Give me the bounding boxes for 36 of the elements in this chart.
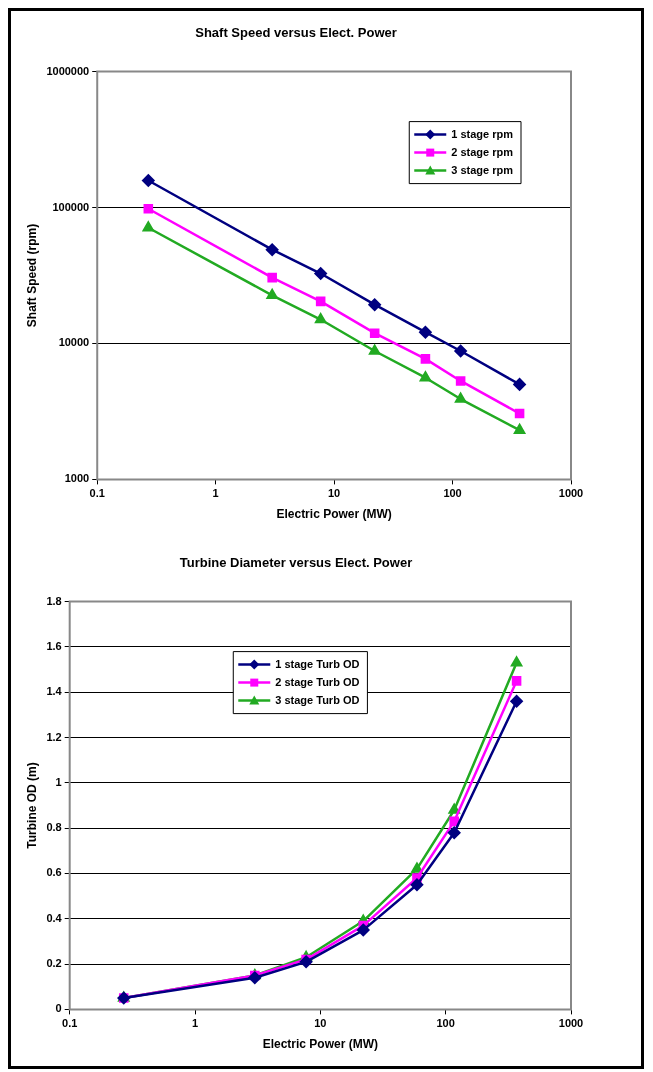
x-axis-title: Electric Power (MW) (276, 507, 392, 522)
y-tick-label: 0 (55, 1002, 62, 1015)
legend-label: 1 stage Turb OD (275, 657, 360, 670)
legend-label: 3 stage Turb OD (275, 693, 360, 706)
x-tick-label: 1 (191, 1017, 199, 1030)
y-tick-label: 100000 (52, 200, 90, 213)
legend-label: 2 stage rpm (451, 145, 514, 158)
y-axis-title: Turbine OD (m) (24, 762, 39, 849)
y-tick-label: 0.8 (46, 821, 62, 834)
legend-label: 1 stage rpm (451, 127, 514, 140)
x-tick-label: 1000 (558, 487, 584, 500)
x-tick-label: 10 (327, 487, 341, 500)
legend-label: 2 stage Turb OD (275, 675, 360, 688)
x-tick-label: 0.1 (89, 487, 105, 500)
chart-title: Turbine Diameter versus Elect. Power (179, 555, 413, 571)
y-tick-label: 0.6 (46, 866, 62, 879)
x-tick-label: 100 (436, 1017, 455, 1030)
x-tick-label: 10 (314, 1017, 327, 1030)
y-tick-label: 1000000 (46, 64, 90, 77)
y-tick-label: 1 (55, 775, 62, 788)
x-tick-label: 1000 (558, 1017, 584, 1030)
y-tick-label: 1.4 (46, 685, 63, 698)
legend-label: 3 stage rpm (451, 163, 514, 176)
y-tick-label: 0.4 (46, 911, 63, 924)
y-tick-label: 0.2 (46, 957, 62, 970)
y-tick-label: 10000 (58, 336, 90, 349)
y-tick-label: 1000 (64, 472, 90, 485)
x-axis-title: Electric Power (MW) (262, 1037, 379, 1052)
y-tick-label: 1.2 (46, 730, 62, 743)
chart-title: Shaft Speed versus Elect. Power (195, 25, 397, 41)
x-tick-label: 0.1 (62, 1017, 78, 1030)
y-tick-label: 1.8 (46, 594, 62, 607)
y-tick-label: 1.6 (46, 639, 62, 652)
x-tick-label: 1 (212, 487, 219, 500)
y-axis-title: Shaft Speed (rpm) (24, 223, 39, 328)
x-tick-label: 100 (443, 487, 462, 500)
